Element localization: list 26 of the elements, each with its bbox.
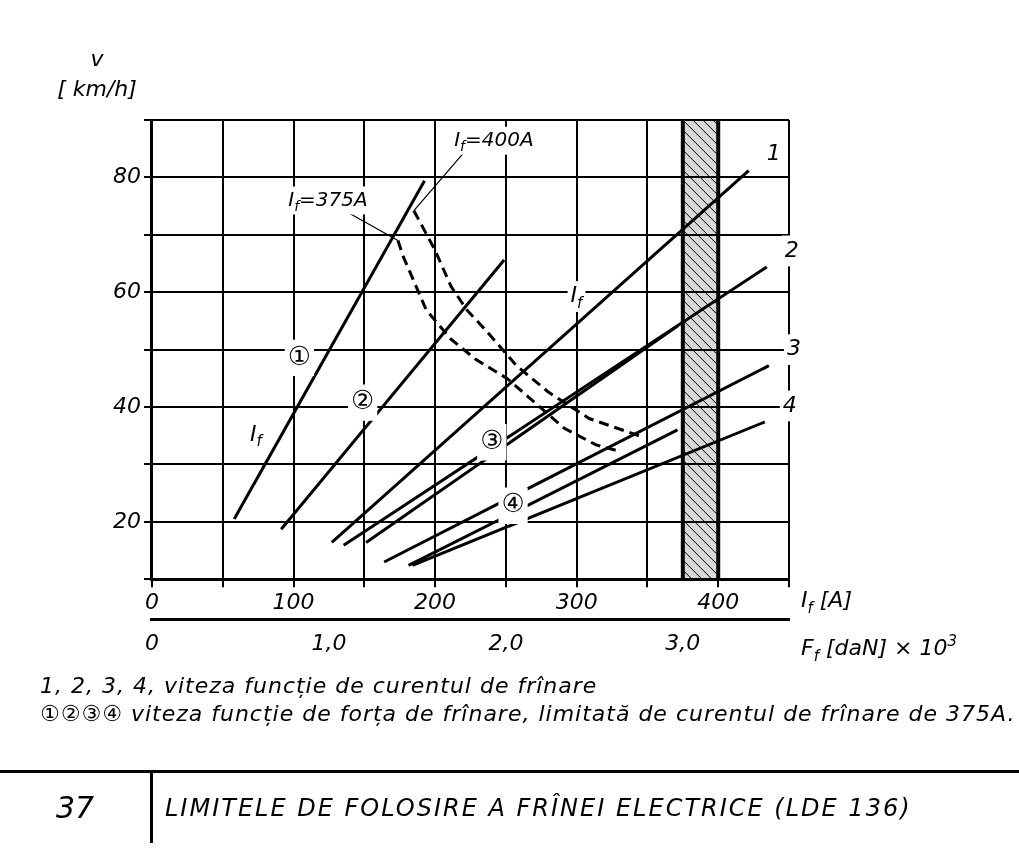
y-tick-label: 80 [112,163,141,189]
x-tick-label: 400 [697,589,740,615]
legend-label: 1 [766,140,781,166]
x-tick-label: 200 [414,589,457,615]
x2-tick-label: 0 [144,629,159,655]
x-tick-label: 100 [272,589,315,615]
x2-tick-label: 3,0 [665,629,701,655]
x-tick-label: 0 [144,589,159,615]
y-tick-label: 60 [112,277,141,303]
y-tick-label: 20 [112,507,141,533]
text: LIMITELE DE FOLOSIRE A FRÎNEI ELECTRICE (LDE 136) [164,794,912,822]
series-label: ③ [480,425,504,456]
text: ①②③④ viteza funcție de forța de frînare, limitată de curentul de frînare de 375A. [40,700,1016,728]
series-label: 4 [782,391,797,417]
series-label: 2 [784,236,799,262]
x-tick-label: 300 [555,589,598,615]
series-label: ④ [501,488,525,519]
y-tick-label: 40 [112,392,141,418]
x2-tick-label: 2,0 [488,629,524,655]
series-label: ② [350,385,375,416]
y-axis-title: v [ km/h] [57,45,137,101]
series-label: 3 [786,335,801,361]
x2-tick-label: 1,0 [311,629,347,655]
text: 1, 2, 3, 4, viteza funcție de curentul de frînare [40,672,599,700]
series-label: ① [287,340,312,371]
text: 37 [0,773,153,843]
